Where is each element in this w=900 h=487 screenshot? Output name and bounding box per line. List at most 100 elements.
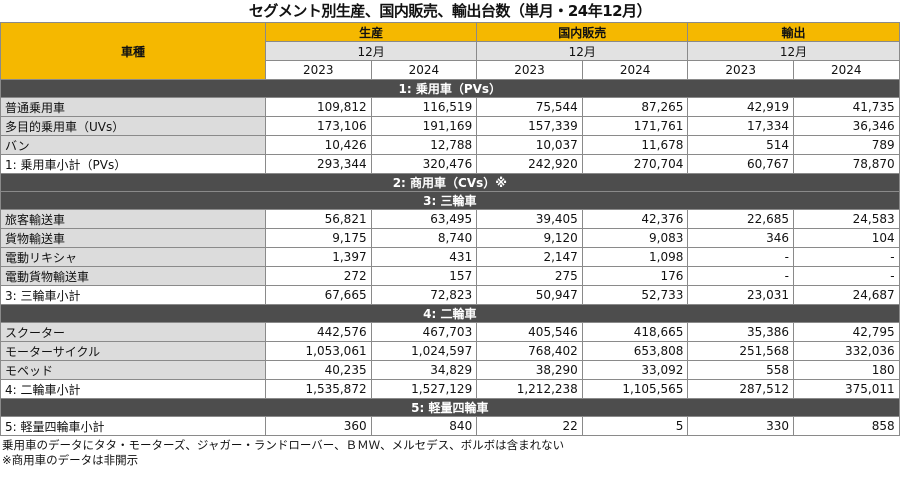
table-row: 貨物輸送車 9,175 8,740 9,120 9,083 346 104	[0, 228, 900, 248]
value-cell: 375,011	[793, 379, 900, 399]
value-cell: 33,092	[581, 360, 689, 380]
value-cell: 176	[581, 266, 689, 286]
value-cell: 39,405	[476, 209, 583, 229]
value-cell: 789	[793, 135, 900, 155]
value-cell: 52,733	[581, 285, 689, 305]
value-cell: 9,175	[265, 228, 372, 248]
row-label: モーターサイクル	[0, 341, 266, 361]
row-label: 電動リキシャ	[0, 247, 266, 267]
export-header: 輸出	[687, 22, 900, 42]
value-cell: 34,829	[370, 360, 478, 380]
value-cell: 1,212,238	[476, 379, 583, 399]
row-label: 1: 乗用車小計（PVs）	[0, 154, 266, 174]
value-cell: 1,024,597	[370, 341, 478, 361]
table-row: バン 10,426 12,788 10,037 11,678 514 789	[0, 135, 900, 155]
value-cell: 23,031	[687, 285, 794, 305]
value-cell: 346	[687, 228, 794, 248]
value-cell: 42,795	[793, 322, 900, 342]
value-cell: 50,947	[476, 285, 583, 305]
value-cell: -	[793, 247, 900, 267]
row-label: 普通乗用車	[0, 97, 266, 117]
value-cell: 1,098	[581, 247, 689, 267]
value-cell: 60,767	[687, 154, 794, 174]
subtotal-row: 3: 三輪車小計 67,665 72,823 50,947 52,733 23,031 24…	[0, 285, 900, 305]
value-cell: 330	[687, 416, 794, 436]
value-cell: 768,402	[476, 341, 583, 361]
value-cell: 36,346	[793, 116, 900, 136]
table-row: 多目的乗用車（UVs） 173,106 191,169 157,339 171,761 1…	[0, 116, 900, 136]
value-cell: 514	[687, 135, 794, 155]
row-label: 旅客輸送車	[0, 209, 266, 229]
value-cell: 63,495	[370, 209, 478, 229]
value-cell: 418,665	[581, 322, 689, 342]
table-row: 電動貨物輸送車 272 157 275 176- -	[0, 266, 900, 286]
section-label: 3: 三輪車	[0, 191, 900, 210]
value-cell: 109,812	[265, 97, 372, 117]
value-cell: 40,235	[265, 360, 372, 380]
row-label: スクーター	[0, 322, 266, 342]
table-row: モペッド 40,235 34,829 38,290 33,092 558 180	[0, 360, 900, 380]
value-cell: 157,339	[476, 116, 583, 136]
value-cell: 1,397	[265, 247, 372, 267]
table-row: 旅客輸送車 56,821 63,495 39,405 42,376 22,685 24,58…	[0, 209, 900, 229]
value-cell: 1,105,565	[581, 379, 689, 399]
value-cell: 104	[793, 228, 900, 248]
page-title: セグメント別生産、国内販売、輸出台数（単月・24年12月）	[248, 2, 652, 20]
segment-table: 車種 生産 国内販売 輸出 12月 12月 12月 2023 2024 2023…	[0, 22, 900, 436]
footnotes: 乗用車のデータにタタ・モーターズ、ジャガー・ランドローバー、ＢＭＷ、メルセデス、…	[0, 438, 900, 468]
value-cell: 293,344	[265, 154, 372, 174]
value-cell: 42,919	[687, 97, 794, 117]
row-label: 3: 三輪車小計	[0, 285, 266, 305]
value-cell: 10,037	[476, 135, 583, 155]
value-cell: 1,535,872	[265, 379, 372, 399]
value-cell: 2,147	[476, 247, 583, 267]
value-cell: 653,808	[581, 341, 689, 361]
value-cell: 5	[581, 416, 689, 436]
table-row: スクーター 442,576 467,703 405,546 418,665 35,386 4…	[0, 322, 900, 342]
value-cell: 1,053,061	[265, 341, 372, 361]
value-cell: 72,823	[370, 285, 478, 305]
value-cell: 12,788	[370, 135, 478, 155]
subtotal-row: 5: 軽量四輪車小計 360 840 22 5 330 858	[0, 416, 900, 436]
section-row: 5: 軽量四輪車	[0, 398, 900, 417]
value-cell: 38,290	[476, 360, 583, 380]
value-cell: 858	[793, 416, 900, 436]
month-header: 12月	[687, 41, 900, 61]
month-header: 12月	[264, 41, 478, 61]
value-cell: 116,519	[370, 97, 478, 117]
value-cell: 22,685	[687, 209, 794, 229]
year-header: 2024	[370, 60, 478, 80]
section-label: 4: 二輪車	[0, 304, 900, 323]
value-cell: 35,386	[687, 322, 794, 342]
section-label: 5: 軽量四輪車	[0, 398, 900, 417]
value-cell: 191,169	[370, 116, 478, 136]
value-cell: 242,920	[476, 154, 583, 174]
value-cell: 558	[687, 360, 794, 380]
year-header: 2023	[476, 60, 583, 80]
value-cell: -	[687, 266, 794, 286]
subtotal-row: 1: 乗用車小計（PVs） 293,344 320,476 242,920 270,70…	[0, 154, 900, 174]
value-cell: 8,740	[370, 228, 478, 248]
value-cell: 251,568	[687, 341, 794, 361]
year-header: 2023	[687, 60, 794, 80]
value-cell: 171,761	[581, 116, 689, 136]
value-cell: 320,476	[370, 154, 478, 174]
footnote: 乗用車のデータにタタ・モーターズ、ジャガー・ランドローバー、ＢＭＷ、メルセデス、…	[2, 438, 565, 452]
value-cell: 87,265	[581, 97, 689, 117]
value-cell: 41,735	[793, 97, 900, 117]
subtotal-row: 4: 二輪車小計 1,535,872 1,527,129 1,212,238 1,105…	[0, 379, 900, 399]
year-header: 2024	[581, 60, 689, 80]
value-cell: -	[687, 247, 794, 267]
value-cell: 442,576	[265, 322, 372, 342]
value-cell: 431	[370, 247, 478, 267]
value-cell: 332,036	[793, 341, 900, 361]
section-row: 3: 三輪車	[0, 191, 900, 210]
value-cell: 9,083	[581, 228, 689, 248]
value-cell: 24,687	[793, 285, 900, 305]
value-cell: 24,583	[793, 209, 900, 229]
value-cell: 11,678	[581, 135, 689, 155]
footnote: ※商用車のデータは非開示	[2, 453, 139, 467]
value-cell: 173,106	[265, 116, 372, 136]
production-header: 生産	[264, 22, 478, 42]
month-header: 12月	[476, 41, 689, 61]
